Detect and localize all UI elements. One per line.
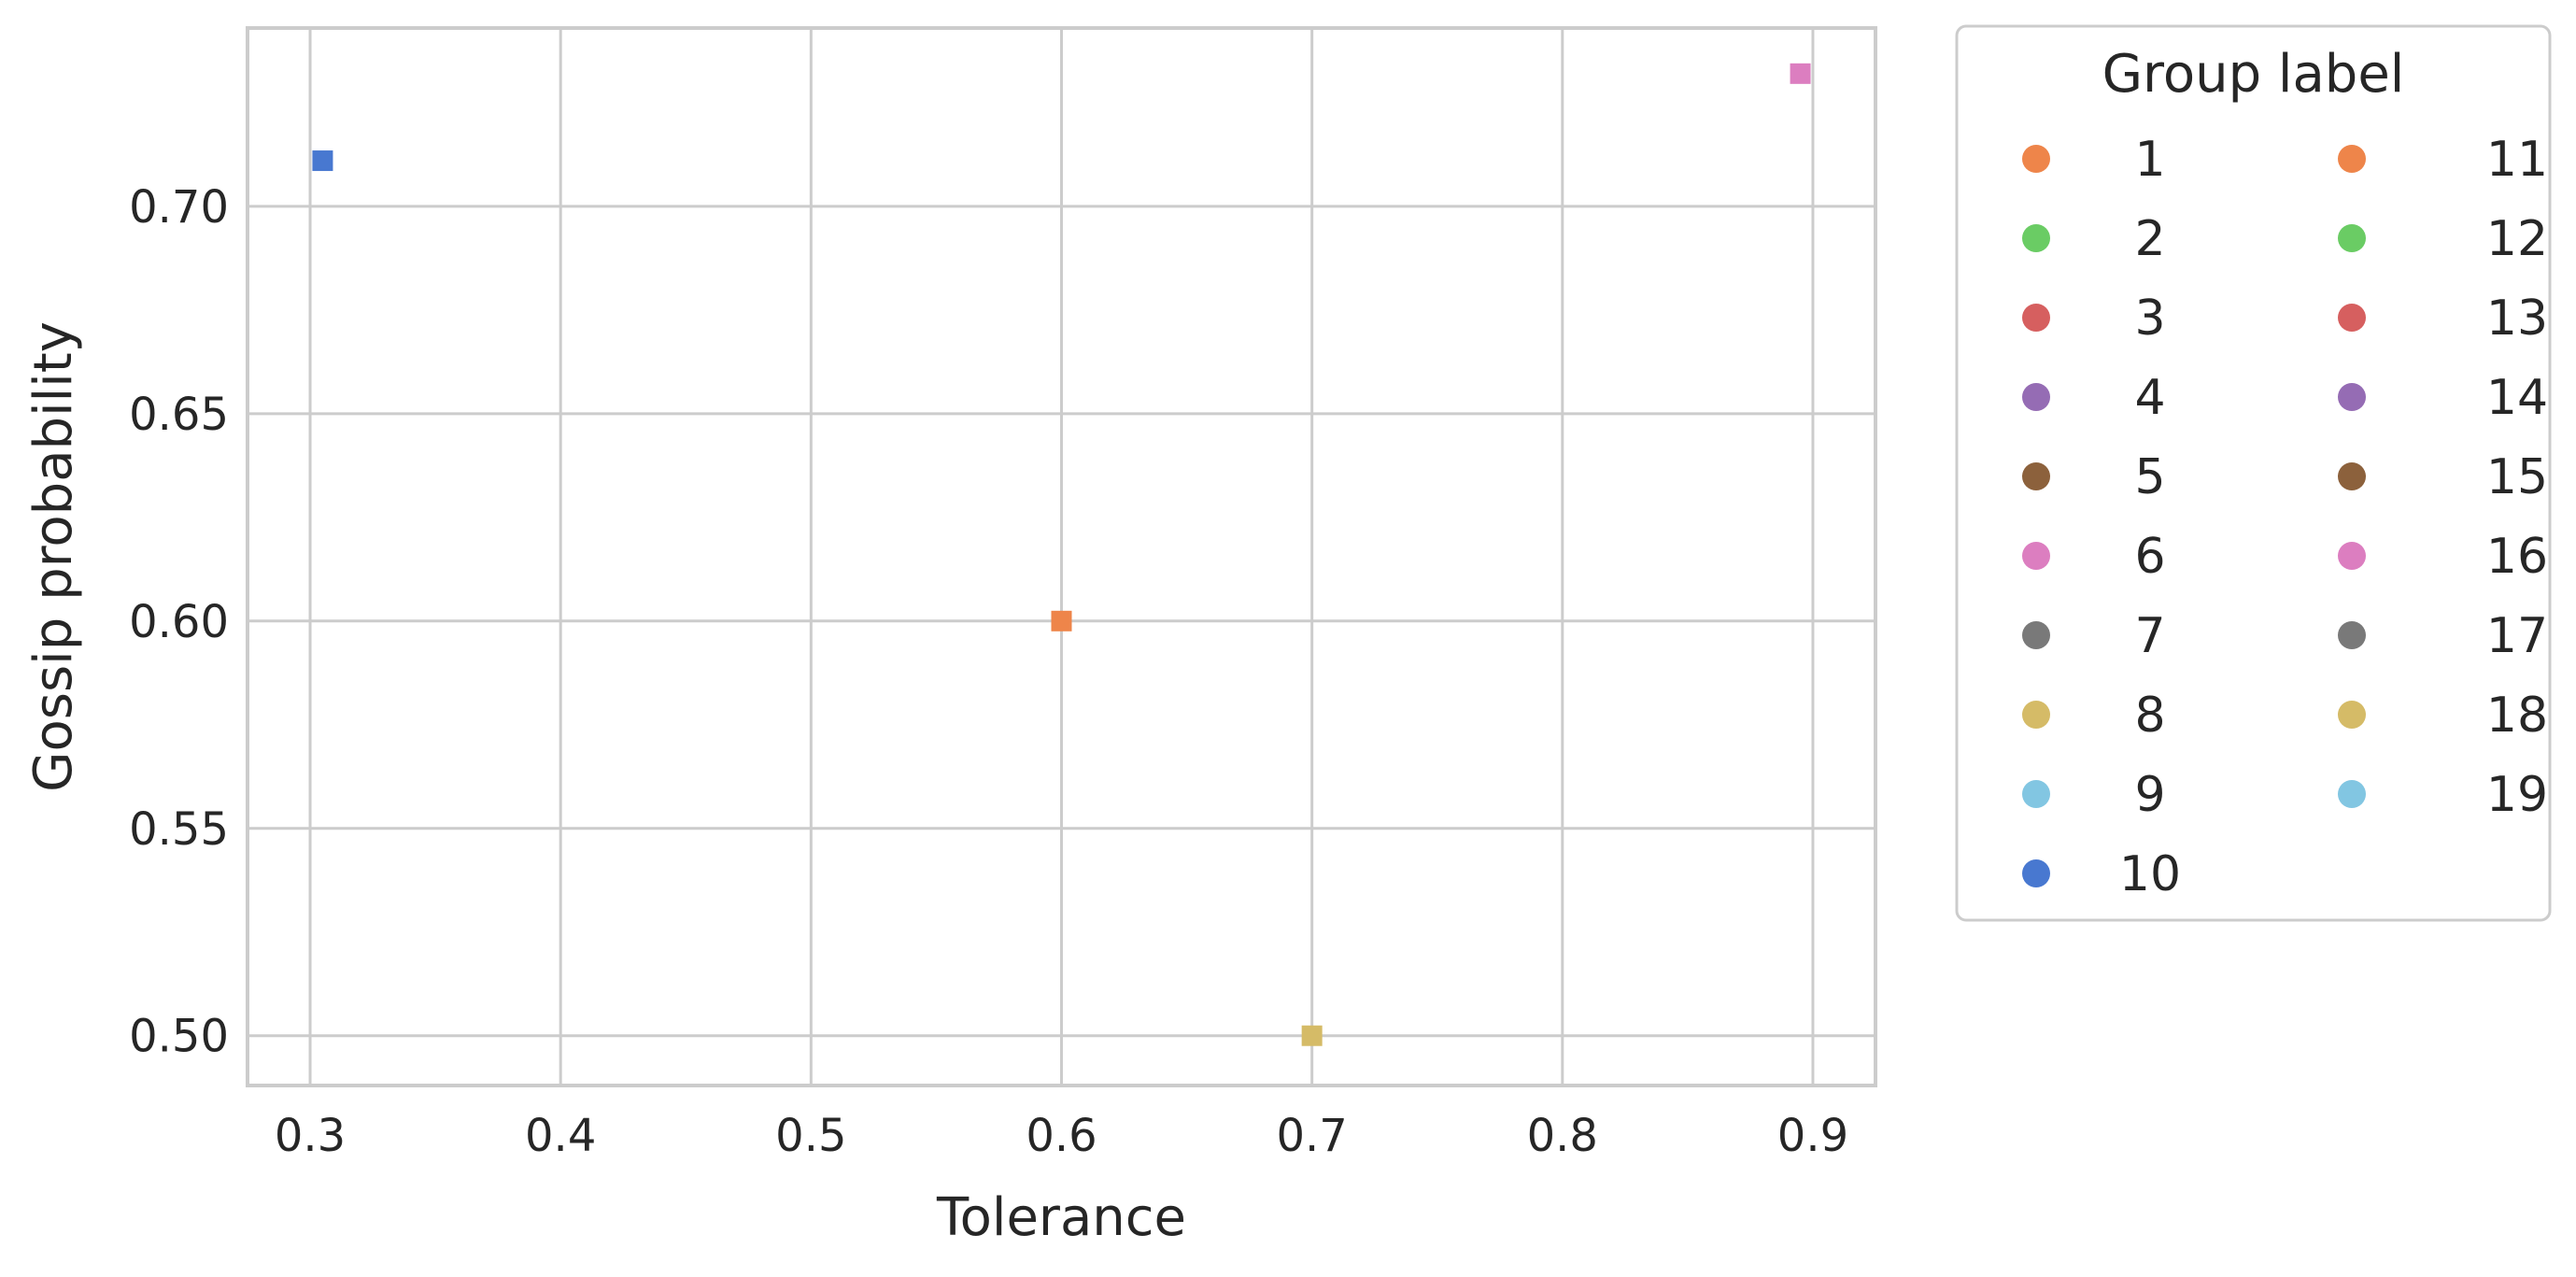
data-point-group-10 xyxy=(312,150,333,172)
legend-box xyxy=(1955,24,2552,922)
legend-marker-14 xyxy=(2338,383,2366,411)
legend: Group label 1234567891011121314151617181… xyxy=(1955,24,2552,922)
data-point-group-6 xyxy=(1790,63,1811,84)
legend-marker-18 xyxy=(2338,701,2366,729)
legend-label-19: 19 xyxy=(2486,767,2548,823)
plot-frame xyxy=(246,26,1877,1087)
legend-marker-2 xyxy=(2022,224,2050,252)
x-tick-label: 0.8 xyxy=(1527,1110,1598,1162)
y-tick-label: 0.60 xyxy=(129,596,229,648)
x-tick-label: 0.9 xyxy=(1777,1110,1848,1162)
legend-label-12: 12 xyxy=(2486,211,2548,267)
grid xyxy=(248,28,1875,1085)
legend-label-9: 9 xyxy=(2134,767,2165,823)
legend-marker-13 xyxy=(2338,304,2366,332)
data-point-group-8 xyxy=(1301,1025,1323,1046)
legend-label-1: 1 xyxy=(2134,132,2165,188)
legend-label-2: 2 xyxy=(2134,211,2165,267)
legend-label-10: 10 xyxy=(2119,846,2181,902)
x-tick-label: 0.5 xyxy=(775,1110,846,1162)
y-tick-label: 0.55 xyxy=(129,803,229,856)
x-tick-label: 0.6 xyxy=(1026,1110,1097,1162)
x-tick-label: 0.3 xyxy=(275,1110,346,1162)
legend-marker-16 xyxy=(2338,542,2366,570)
legend-label-4: 4 xyxy=(2134,370,2165,426)
legend-marker-6 xyxy=(2022,542,2050,570)
legend-marker-5 xyxy=(2022,462,2050,490)
legend-label-15: 15 xyxy=(2486,449,2548,505)
legend-label-16: 16 xyxy=(2486,529,2548,585)
legend-marker-3 xyxy=(2022,304,2050,332)
x-tick-label: 0.7 xyxy=(1276,1110,1347,1162)
legend-label-17: 17 xyxy=(2486,608,2548,664)
legend-label-13: 13 xyxy=(2486,291,2548,347)
legend-marker-11 xyxy=(2338,145,2366,173)
legend-marker-19 xyxy=(2338,780,2366,808)
x-axis-label: Tolerance xyxy=(936,1187,1186,1248)
legend-label-18: 18 xyxy=(2486,688,2548,744)
legend-marker-10 xyxy=(2022,859,2050,887)
y-tick-label: 0.70 xyxy=(129,181,229,234)
legend-title: Group label xyxy=(2102,44,2405,105)
legend-marker-15 xyxy=(2338,462,2366,490)
legend-marker-9 xyxy=(2022,780,2050,808)
legend-label-14: 14 xyxy=(2486,370,2548,426)
axis-ticks: 0.3 0.4 0.5 0.6 0.7 0.8 0.9 0.50 0.55 0.60 0.65 0.7… xyxy=(129,181,1848,1162)
legend-marker-17 xyxy=(2338,621,2366,649)
legend-marker-7 xyxy=(2022,621,2050,649)
legend-marker-1 xyxy=(2022,145,2050,173)
legend-marker-4 xyxy=(2022,383,2050,411)
legend-marker-12 xyxy=(2338,224,2366,252)
legend-label-11: 11 xyxy=(2486,132,2548,188)
data-point-group-1 xyxy=(1051,610,1072,631)
y-tick-label: 0.65 xyxy=(129,389,229,441)
x-tick-label: 0.4 xyxy=(525,1110,596,1162)
legend-label-7: 7 xyxy=(2134,608,2165,664)
y-tick-label: 0.50 xyxy=(129,1011,229,1063)
legend-label-3: 3 xyxy=(2134,291,2165,347)
legend-marker-8 xyxy=(2022,701,2050,729)
data-points xyxy=(312,63,1811,1046)
y-axis-label: Gossip probability xyxy=(23,321,84,792)
legend-label-5: 5 xyxy=(2134,449,2165,505)
legend-label-8: 8 xyxy=(2134,688,2165,744)
legend-label-6: 6 xyxy=(2134,529,2165,585)
